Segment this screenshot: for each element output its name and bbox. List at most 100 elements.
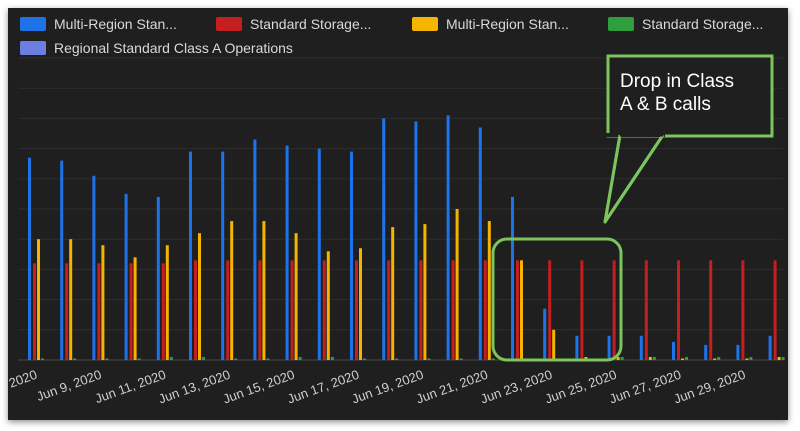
bar-series-2-jun-29[interactable] [709,260,713,360]
bar-series-3-jun-19[interactable] [391,227,395,360]
bar-series-2-jun-14[interactable] [226,260,230,360]
legend-item-1[interactable]: Multi-Region Stan... [20,14,177,34]
bar-series-2-jun-22[interactable] [483,260,487,360]
bar-series-3-jun-16[interactable] [294,233,298,360]
bar-series-2-jun-30[interactable] [741,260,745,360]
bar-series-2-jun-10[interactable] [97,263,101,360]
bar-series-2-jun-26[interactable] [612,260,616,360]
bar-series-1-jun-26[interactable] [607,335,611,360]
bar-series-3-jun-29[interactable] [713,358,717,360]
bar-series-1-jun-23[interactable] [511,196,514,360]
bar-series-2-jun-8[interactable] [33,263,36,360]
bar-series-3-jun-28[interactable] [681,358,684,360]
bar-series-2-jun-19[interactable] [387,260,391,360]
bar-series-4-jun-12[interactable] [169,356,173,360]
bar-series-1-jun-8[interactable] [28,157,31,360]
bar-series-4-jun-22[interactable] [491,358,495,360]
bar-series-4-jun-30[interactable] [749,356,753,360]
bar-series-4-jun-8[interactable] [41,358,44,360]
bar-series-4-jun-10[interactable] [105,358,109,360]
x-tick-label: Jun 27, 2020 [607,367,683,407]
bar-series-2-jun-16[interactable] [290,260,294,360]
bar-series-3-jun-9[interactable] [69,239,73,360]
bar-series-1-jun-15[interactable] [253,139,257,360]
bar-series-1-jun-12[interactable] [156,196,160,360]
bar-series-3-jun-12[interactable] [165,245,169,360]
bar-series-1-jun-14[interactable] [221,151,225,360]
bar-series-2-jun-9[interactable] [65,263,69,360]
bar-series-4-jun-13[interactable] [202,356,205,360]
bar-series-4-jun-9[interactable] [73,358,77,360]
bar-series-3-jun-13[interactable] [198,233,201,360]
bar-series-3-jun-25[interactable] [584,356,588,360]
bar-series-3-jun-10[interactable] [101,245,105,360]
bar-series-4-jun-19[interactable] [395,358,399,360]
legend-item-5[interactable]: Regional Standard Class A Operations [20,38,293,58]
bar-series-4-jun-29[interactable] [717,356,721,360]
bar-series-1-jun-18[interactable] [350,151,353,360]
bar-series-2-jun-27[interactable] [644,260,648,360]
bar-series-2-jun-24[interactable] [548,260,552,360]
bar-series-3-jun-22[interactable] [487,221,491,360]
bar-series-4-jun-16[interactable] [298,356,302,360]
bar-series-2-jun-15[interactable] [258,260,262,360]
bar-series-3-jun-26[interactable] [616,356,620,360]
bar-series-2-jun-20[interactable] [419,260,423,360]
bar-series-2-jun-21[interactable] [451,260,455,360]
bar-series-4-jun-20[interactable] [427,358,431,360]
bar-series-2-jun-17[interactable] [322,260,326,360]
bar-series-4-jun-11[interactable] [137,358,141,360]
bar-series-3-jul-1[interactable] [777,356,781,360]
bar-series-2-jun-18[interactable] [355,260,358,360]
bar-series-1-jun-25[interactable] [575,335,579,360]
bar-series-1-jun-24[interactable] [543,308,547,360]
bar-series-3-jun-14[interactable] [230,221,234,360]
bar-series-1-jun-11[interactable] [124,193,128,360]
bar-series-1-jun-22[interactable] [478,127,482,361]
bar-series-3-jun-21[interactable] [455,209,459,360]
bar-series-2-jun-28[interactable] [677,260,680,360]
bar-series-2-jun-11[interactable] [129,263,133,360]
bar-series-1-jun-27[interactable] [639,335,643,360]
bar-series-1-jun-30[interactable] [736,344,740,360]
bar-series-2-jun-23[interactable] [516,260,519,360]
bar-series-4-jun-26[interactable] [620,356,624,360]
bar-series-1-jun-16[interactable] [285,145,289,360]
bar-series-2-jun-12[interactable] [161,263,165,360]
bar-series-1-jun-10[interactable] [92,175,96,360]
bar-series-4-jun-14[interactable] [234,358,238,360]
bar-series-4-jun-28[interactable] [685,356,688,360]
bar-series-3-jun-15[interactable] [262,221,266,360]
bar-series-3-jun-24[interactable] [552,329,556,360]
bar-series-2-jul-1[interactable] [773,260,777,360]
bar-series-1-jul-1[interactable] [768,335,772,360]
bar-series-1-jun-29[interactable] [704,344,708,360]
bar-series-4-jun-17[interactable] [330,356,334,360]
bar-series-2-jun-25[interactable] [580,260,584,360]
bar-series-2-jun-13[interactable] [194,260,197,360]
bar-series-4-jul-1[interactable] [781,356,785,360]
bar-series-4-jun-15[interactable] [266,358,270,360]
bar-series-1-jun-28[interactable] [672,341,675,360]
bar-series-4-jun-18[interactable] [363,358,366,360]
chart-frame: Multi-Region Stan... Standard Storage...… [8,8,788,420]
bar-series-4-jun-27[interactable] [652,356,656,360]
legend-item-3[interactable]: Multi-Region Stan... [412,14,569,34]
bar-series-3-jun-8[interactable] [37,239,40,360]
legend-item-2[interactable]: Standard Storage... [216,14,371,34]
bar-series-1-jun-21[interactable] [446,115,450,360]
bar-series-3-jun-18[interactable] [359,248,362,360]
bar-series-1-jun-19[interactable] [382,118,386,361]
bar-series-3-jun-27[interactable] [648,356,652,360]
bar-series-3-jun-30[interactable] [745,358,749,360]
bar-series-3-jun-23[interactable] [520,260,523,360]
bar-series-1-jun-9[interactable] [60,160,64,360]
bar-series-3-jun-11[interactable] [133,257,137,360]
bar-series-3-jun-17[interactable] [326,251,330,360]
bar-series-1-jun-20[interactable] [414,121,418,360]
bar-series-1-jun-17[interactable] [317,148,321,360]
bar-series-1-jun-13[interactable] [189,151,192,360]
bar-series-3-jun-20[interactable] [423,224,427,360]
bar-series-4-jun-21[interactable] [459,358,463,360]
legend-item-4[interactable]: Standard Storage... [608,14,763,34]
